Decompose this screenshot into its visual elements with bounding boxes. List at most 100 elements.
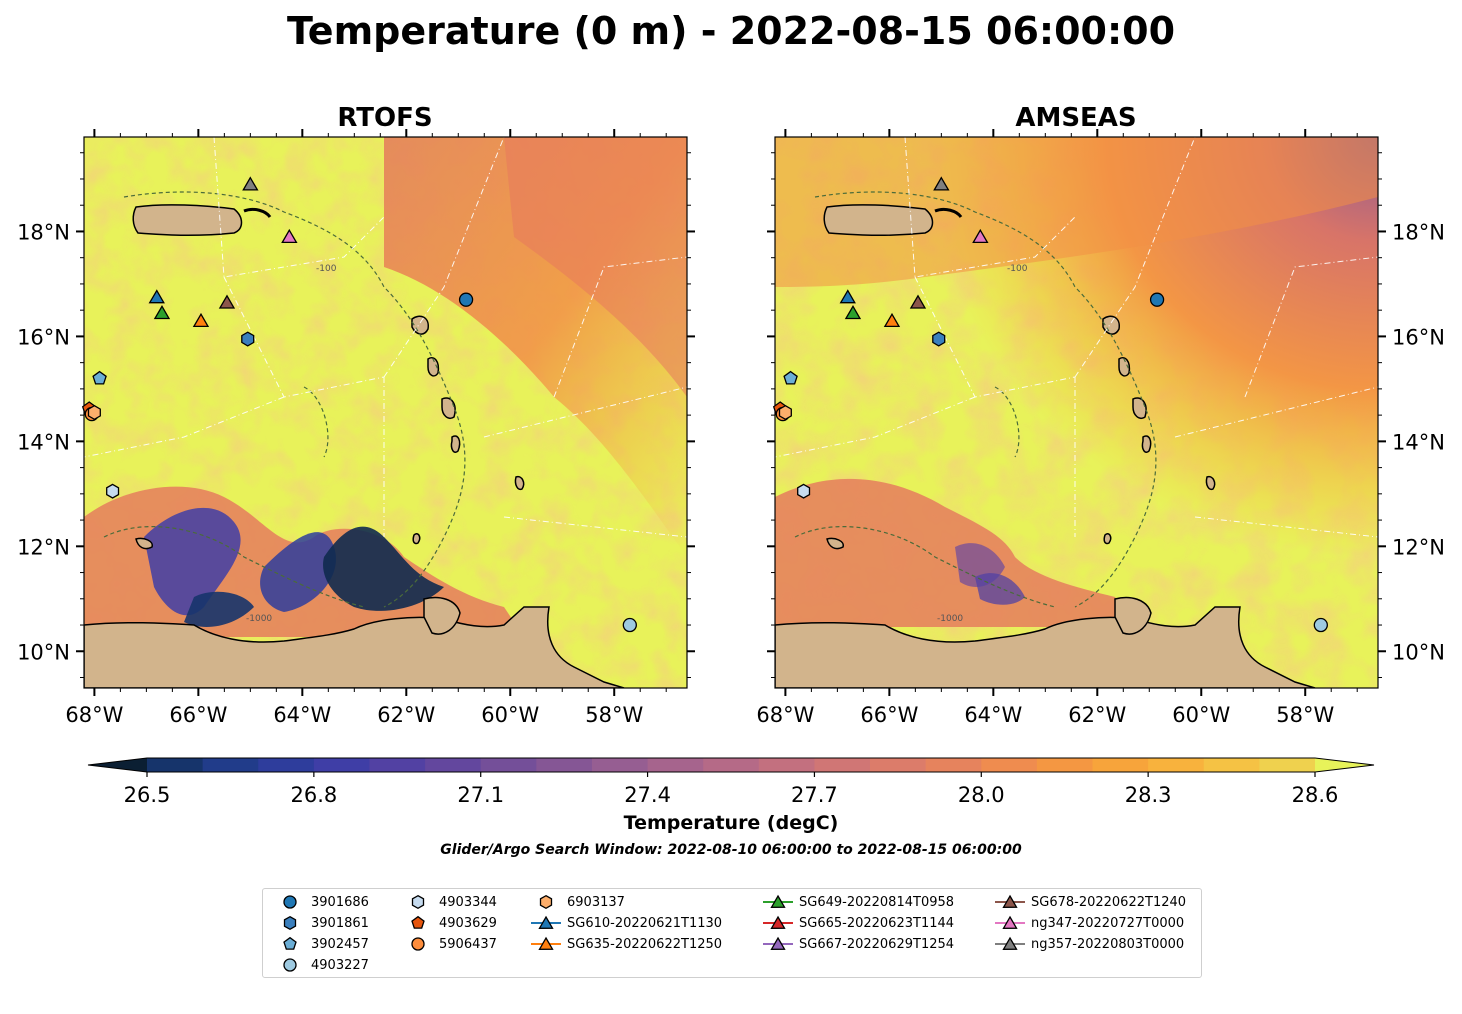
legend-swatch — [283, 958, 297, 972]
colorbar-extend-max — [1315, 758, 1374, 772]
marker-6903137 — [778, 404, 792, 421]
lat-tick-label: 16°N — [17, 325, 70, 349]
legend-label: SG649-20220814T0958 — [799, 894, 955, 910]
eez-boundaries — [775, 137, 1378, 538]
legend-marker-3901861 — [283, 915, 297, 931]
marker-SG635-20220622T1250 — [883, 312, 901, 328]
marker-ng347-20220727T0000 — [972, 228, 989, 244]
legend-swatch — [763, 936, 793, 950]
legend-label: SG665-20220623T1144 — [799, 915, 955, 931]
legend-marker-SG665-20220623T1144 — [770, 915, 786, 929]
marker-SG678-20220622T1240 — [218, 294, 236, 309]
colorbar-segment — [647, 758, 704, 772]
legend-item: 3901686 — [273, 892, 369, 912]
marker-SG610-20220621T1130 — [839, 289, 856, 304]
colorbar-segment — [1148, 758, 1205, 772]
legend-marker-3901686 — [283, 895, 297, 909]
land-martinique — [1132, 397, 1147, 419]
land-dominica — [1118, 357, 1131, 377]
colorbar-segment — [258, 758, 315, 772]
colorbar-tick-label: 28.6 — [1292, 783, 1339, 807]
colorbar-segment — [925, 758, 982, 772]
colorbar-segment — [1092, 758, 1149, 772]
marker-3902457 — [92, 370, 107, 385]
land-st-lucia — [1141, 435, 1152, 453]
lat-tick-label: 16°N — [1392, 325, 1445, 349]
legend-swatch — [763, 915, 793, 929]
lon-tick-label: 62°W — [377, 703, 435, 727]
land-south-america — [84, 606, 625, 688]
legend-item: 4903227 — [273, 955, 369, 975]
marker-4903344 — [106, 483, 120, 499]
legend-swatch — [995, 915, 1025, 929]
colorbar-segment — [981, 758, 1038, 772]
legend-marker-SG678-20220622T1240 — [1002, 894, 1018, 908]
legend-label: 3901861 — [311, 915, 369, 931]
colorbar-segment — [480, 758, 537, 772]
marker-SG635-20220622T1250 — [192, 312, 210, 328]
lat-tick-label: 10°N — [17, 640, 70, 664]
contour-label: -100 — [1007, 264, 1028, 274]
cold-eddy-4 — [184, 591, 254, 627]
colorbar-extend-min — [88, 758, 147, 772]
marker-3901861 — [932, 331, 946, 347]
lat-tick-label: 18°N — [1392, 220, 1445, 244]
legend-item: 5906437 — [401, 934, 497, 954]
legend-item: SG649-20220814T0958 — [761, 892, 954, 912]
land-st-lucia — [450, 435, 461, 453]
colorbar-segment — [758, 758, 816, 772]
legend-swatch — [411, 894, 425, 910]
land-barbados — [514, 475, 525, 491]
warm-water-northeast-core — [504, 137, 687, 397]
legend-label: 3901686 — [311, 894, 369, 910]
legend-marker-SG649-20220814T0958 — [770, 894, 786, 908]
lon-tick-label: 68°W — [65, 703, 123, 727]
legend-label: SG667-20220629T1254 — [799, 936, 955, 952]
panel-title-rtofs: RTOFS — [337, 103, 432, 133]
marker-SG649-20220814T0958 — [844, 305, 862, 320]
lon-tick-label: 60°W — [1172, 703, 1230, 727]
legend-label: 4903227 — [311, 957, 369, 973]
colorbar-label: Temperature (degC) — [624, 812, 839, 834]
map-panel-amseas: AMSEAS -1000 -100 68°W — [756, 103, 1445, 727]
lon-tick-label: 60°W — [481, 703, 539, 727]
land-puerto-rico — [823, 204, 934, 237]
legend-item: SG610-20220621T1130 — [529, 913, 722, 933]
land-puerto-rico — [132, 204, 243, 237]
legend-label: SG678-20220622T1240 — [1031, 894, 1187, 910]
marker-3901861 — [241, 331, 255, 347]
axis-ticks-amseas: 68°W 66°W 64°W 62°W 60°W 58°W 10°N 12°N 14°N 16°N… — [756, 129, 1445, 727]
contour-label: -1000 — [246, 614, 272, 624]
colorbar-segment — [1203, 758, 1260, 772]
land-grenada — [1103, 532, 1112, 545]
land-aruba-curacao — [826, 537, 844, 550]
legend-swatch — [283, 895, 297, 909]
legend-marker-SG610-20220621T1130 — [538, 915, 554, 929]
warm-water-north — [775, 137, 1378, 287]
map-panel-rtofs: RTOFS -1000 -100 — [17, 103, 695, 727]
marker-ng357-20220803T0000 — [933, 176, 950, 191]
legend-label: 5906437 — [439, 936, 497, 952]
colorbar-tick-label: 27.7 — [791, 783, 838, 807]
land-trinidad — [1114, 596, 1152, 635]
legend-marker-4903629 — [411, 915, 425, 929]
colorbar-tick-label: 26.8 — [290, 783, 337, 807]
cool-water-south — [775, 478, 1135, 627]
land-virgin-islands — [934, 207, 963, 218]
colorbar-segment — [591, 758, 649, 772]
legend: 3901686 3901861 3902457 4903227 4903344 49036… — [262, 888, 1202, 978]
land-dominica — [427, 357, 440, 377]
colorbar-segment — [202, 758, 259, 772]
legend-swatch — [995, 894, 1025, 908]
marker-3901686 — [1149, 292, 1165, 307]
panel-title-amseas: AMSEAS — [1015, 103, 1136, 133]
marker-4903227 — [1313, 617, 1328, 633]
legend-swatch — [995, 936, 1025, 950]
legend-marker-4903227 — [283, 958, 297, 972]
legend-item: 4903344 — [401, 892, 497, 912]
lat-tick-label: 12°N — [17, 535, 70, 559]
colorbar-tick-label: 27.1 — [457, 783, 504, 807]
lat-tick-label: 14°N — [1392, 430, 1445, 454]
lat-tick-label: 18°N — [17, 220, 70, 244]
colorbar: 26.5 26.8 27.1 27.4 27.7 28.0 28.3 28.6 — [87, 757, 1375, 807]
